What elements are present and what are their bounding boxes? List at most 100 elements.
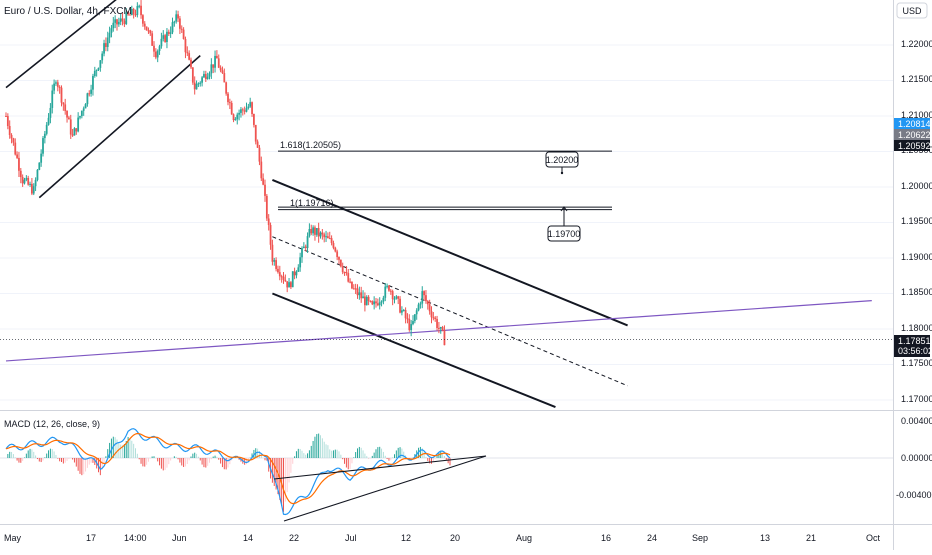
target-callout-upper[interactable]: 1.20200: [545, 151, 579, 175]
time-label: Jun: [172, 533, 187, 543]
price-tick: 1.17000: [901, 394, 932, 404]
time-label: Aug: [516, 533, 532, 543]
candle-body: [14, 142, 17, 155]
candle-body: [199, 82, 202, 84]
candle-body: [265, 195, 268, 219]
candle-body: [415, 310, 418, 315]
time-label: Sep: [692, 533, 708, 543]
candle-body: [47, 117, 50, 125]
candle-body: [364, 296, 366, 306]
candle-body: [430, 311, 433, 318]
candle-body: [29, 183, 31, 185]
candle-body: [393, 298, 396, 300]
candle-body: [227, 93, 229, 103]
price-tick: 1.19500: [901, 216, 932, 226]
candle-body: [145, 26, 148, 31]
candle-body: [206, 76, 209, 80]
candle-body: [404, 310, 407, 319]
candle-body: [351, 281, 353, 289]
candle-body: [153, 45, 155, 52]
target-callout-lower[interactable]: 1.19700: [547, 206, 581, 242]
price-tick: 1.20000: [901, 181, 932, 191]
candle-body: [236, 114, 239, 120]
candle-body: [388, 285, 390, 291]
candle-body: [410, 324, 413, 331]
price-tick: 1.21000: [901, 110, 932, 120]
candle-body: [208, 73, 211, 77]
candle-body: [234, 119, 237, 121]
candle-body: [55, 82, 57, 84]
candle-body: [190, 59, 192, 68]
candle-body: [269, 224, 272, 245]
target-upper-label: 1.20200: [546, 155, 579, 165]
candle-body: [84, 104, 87, 109]
candle-body: [343, 272, 346, 274]
last-price: 1.17851: [898, 336, 931, 346]
candle-body: [428, 304, 431, 312]
candle-body: [282, 276, 285, 280]
candle-body: [217, 58, 220, 68]
candle-body: [103, 43, 105, 54]
candle-body: [438, 327, 440, 329]
candle-body: [412, 321, 414, 325]
candle-body: [16, 154, 18, 158]
candle-body: [179, 18, 181, 29]
candle-body: [401, 310, 403, 313]
candle-body: [241, 109, 244, 111]
candle-body: [116, 19, 118, 25]
candle-body: [302, 246, 305, 249]
price-tick: 1.18000: [901, 323, 932, 333]
candle-body: [260, 161, 263, 179]
candle-body: [277, 268, 279, 273]
candle-body: [402, 310, 405, 312]
candle-body: [317, 228, 320, 237]
symbol-label: Euro / U.S. Dollar, 4h, FXCM: [4, 6, 132, 17]
candle-body: [175, 14, 178, 22]
macd-axis[interactable]: 0.00400 0.00000 -0.00400: [896, 416, 932, 500]
candle-body: [62, 102, 65, 105]
candle-body: [291, 271, 294, 288]
candle-body: [31, 183, 33, 194]
time-label: Oct: [866, 533, 881, 543]
candle-body: [253, 114, 255, 125]
candle-body: [60, 87, 63, 103]
candle-body: [365, 296, 368, 306]
candle-body: [121, 18, 124, 21]
price-tick: 1.17500: [901, 358, 932, 368]
candle-body: [10, 134, 13, 139]
macd-pane: [0, 428, 893, 522]
candle-body: [397, 296, 400, 299]
candle-body: [423, 291, 425, 296]
descending-channel-upper: [272, 178, 628, 327]
candle-body: [110, 28, 113, 33]
candle-body: [262, 178, 265, 185]
candle-body: [380, 301, 383, 303]
candle-body: [21, 177, 24, 184]
candle-body: [77, 117, 80, 132]
candle-body: [19, 170, 22, 178]
candle-body: [349, 281, 351, 283]
candle-body: [278, 272, 281, 277]
candle-body: [166, 31, 168, 43]
candle-body: [256, 141, 259, 148]
candle-body: [406, 318, 409, 320]
candle-body: [358, 292, 361, 296]
candle-body: [286, 281, 289, 288]
candle-body: [439, 327, 442, 329]
price-tick: 1.22000: [901, 39, 932, 49]
candle-body: [34, 179, 37, 187]
candle-body: [101, 53, 104, 61]
time-label: 16: [601, 533, 611, 543]
time-axis[interactable]: May 17 14:00 Jun 14 22 Jul 12 20 Aug 16 …: [4, 533, 881, 543]
candle-body: [417, 304, 420, 311]
candle-body: [223, 73, 226, 83]
candle-body: [195, 83, 198, 90]
candle-body: [245, 108, 248, 112]
price-badges: 1.20814 1.20622 1.20592 1.17851 03:56:02: [894, 118, 932, 357]
candle-body: [267, 218, 270, 225]
price-tick: 1.19000: [901, 252, 932, 262]
candle-body: [45, 124, 48, 134]
candle-body: [167, 31, 170, 34]
currency-button[interactable]: [896, 2, 928, 19]
